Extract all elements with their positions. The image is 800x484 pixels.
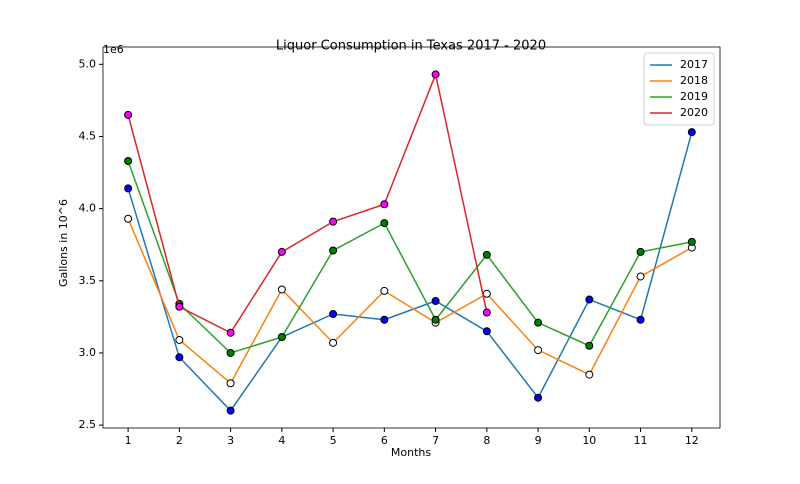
data-point <box>636 315 645 324</box>
legend-box <box>643 52 715 126</box>
series-line <box>127 160 692 354</box>
data-point <box>534 393 543 402</box>
data-point <box>585 341 594 350</box>
data-point <box>380 219 389 228</box>
data-point <box>380 200 389 209</box>
data-point <box>226 406 235 415</box>
x-axis-label: Months <box>391 446 431 459</box>
data-point <box>124 110 133 119</box>
data-point <box>431 70 440 79</box>
data-point <box>277 285 286 294</box>
y-offset-label: 1e6 <box>103 43 124 56</box>
y-tick-label: 2.5 <box>79 418 97 431</box>
y-tick-label: 4.0 <box>79 202 97 215</box>
data-point <box>329 338 338 347</box>
data-point <box>226 328 235 337</box>
data-point <box>277 333 286 342</box>
data-point <box>329 246 338 255</box>
series-line <box>127 71 488 334</box>
legend: 2017 2018 2019 2020 <box>643 52 715 126</box>
data-point <box>636 247 645 256</box>
data-point <box>534 346 543 355</box>
x-tick-label: 4 <box>278 434 285 447</box>
y-tick-label: 3.0 <box>79 346 97 359</box>
x-tick-label: 8 <box>483 434 490 447</box>
x-tick-label: 1 <box>125 434 132 447</box>
data-point <box>329 309 338 318</box>
y-tick-label: 5.0 <box>79 57 97 70</box>
data-point <box>124 184 133 193</box>
data-point <box>431 297 440 305</box>
data-point <box>482 289 491 298</box>
data-point <box>380 286 389 295</box>
x-tick-label: 10 <box>582 434 596 447</box>
data-point <box>226 348 235 357</box>
data-point <box>636 272 645 281</box>
data-point <box>175 353 184 362</box>
x-tick-label: 2 <box>176 434 183 447</box>
data-point <box>175 335 184 344</box>
data-point <box>585 295 594 304</box>
data-point <box>482 308 491 317</box>
data-point <box>329 217 338 226</box>
data-point <box>482 250 491 259</box>
y-tick-label: 4.5 <box>79 129 97 142</box>
data-point <box>431 315 440 324</box>
data-point <box>687 237 696 246</box>
data-point <box>124 157 133 166</box>
data-point <box>585 370 594 379</box>
legend-label: 2017 <box>680 58 708 71</box>
chart-title: Liquor Consumption in Texas 2017 - 2020 <box>276 39 546 54</box>
legend-label: 2019 <box>680 90 708 103</box>
series-line <box>127 131 693 412</box>
data-point <box>687 128 696 137</box>
x-tick-label: 5 <box>330 434 337 447</box>
legend-label: 2018 <box>680 74 708 87</box>
plot-frame <box>102 46 721 429</box>
x-tick-label: 3 <box>227 434 234 447</box>
data-point <box>380 315 389 324</box>
data-point <box>482 327 491 336</box>
x-tick-label: 7 <box>432 434 439 447</box>
x-tick-label: 9 <box>535 434 542 447</box>
x-tick-label: 6 <box>381 434 388 447</box>
y-axis-label: Gallons in 10^6 <box>57 199 70 287</box>
legend-label: 2020 <box>680 106 708 119</box>
x-tick-label: 12 <box>685 434 699 447</box>
data-point <box>226 379 235 388</box>
y-tick-label: 3.5 <box>79 274 97 287</box>
data-point <box>534 318 543 327</box>
data-point <box>277 247 286 256</box>
series-line <box>127 218 693 385</box>
data-point <box>175 302 184 311</box>
data-point <box>124 214 133 223</box>
x-tick-label: 11 <box>634 434 648 447</box>
